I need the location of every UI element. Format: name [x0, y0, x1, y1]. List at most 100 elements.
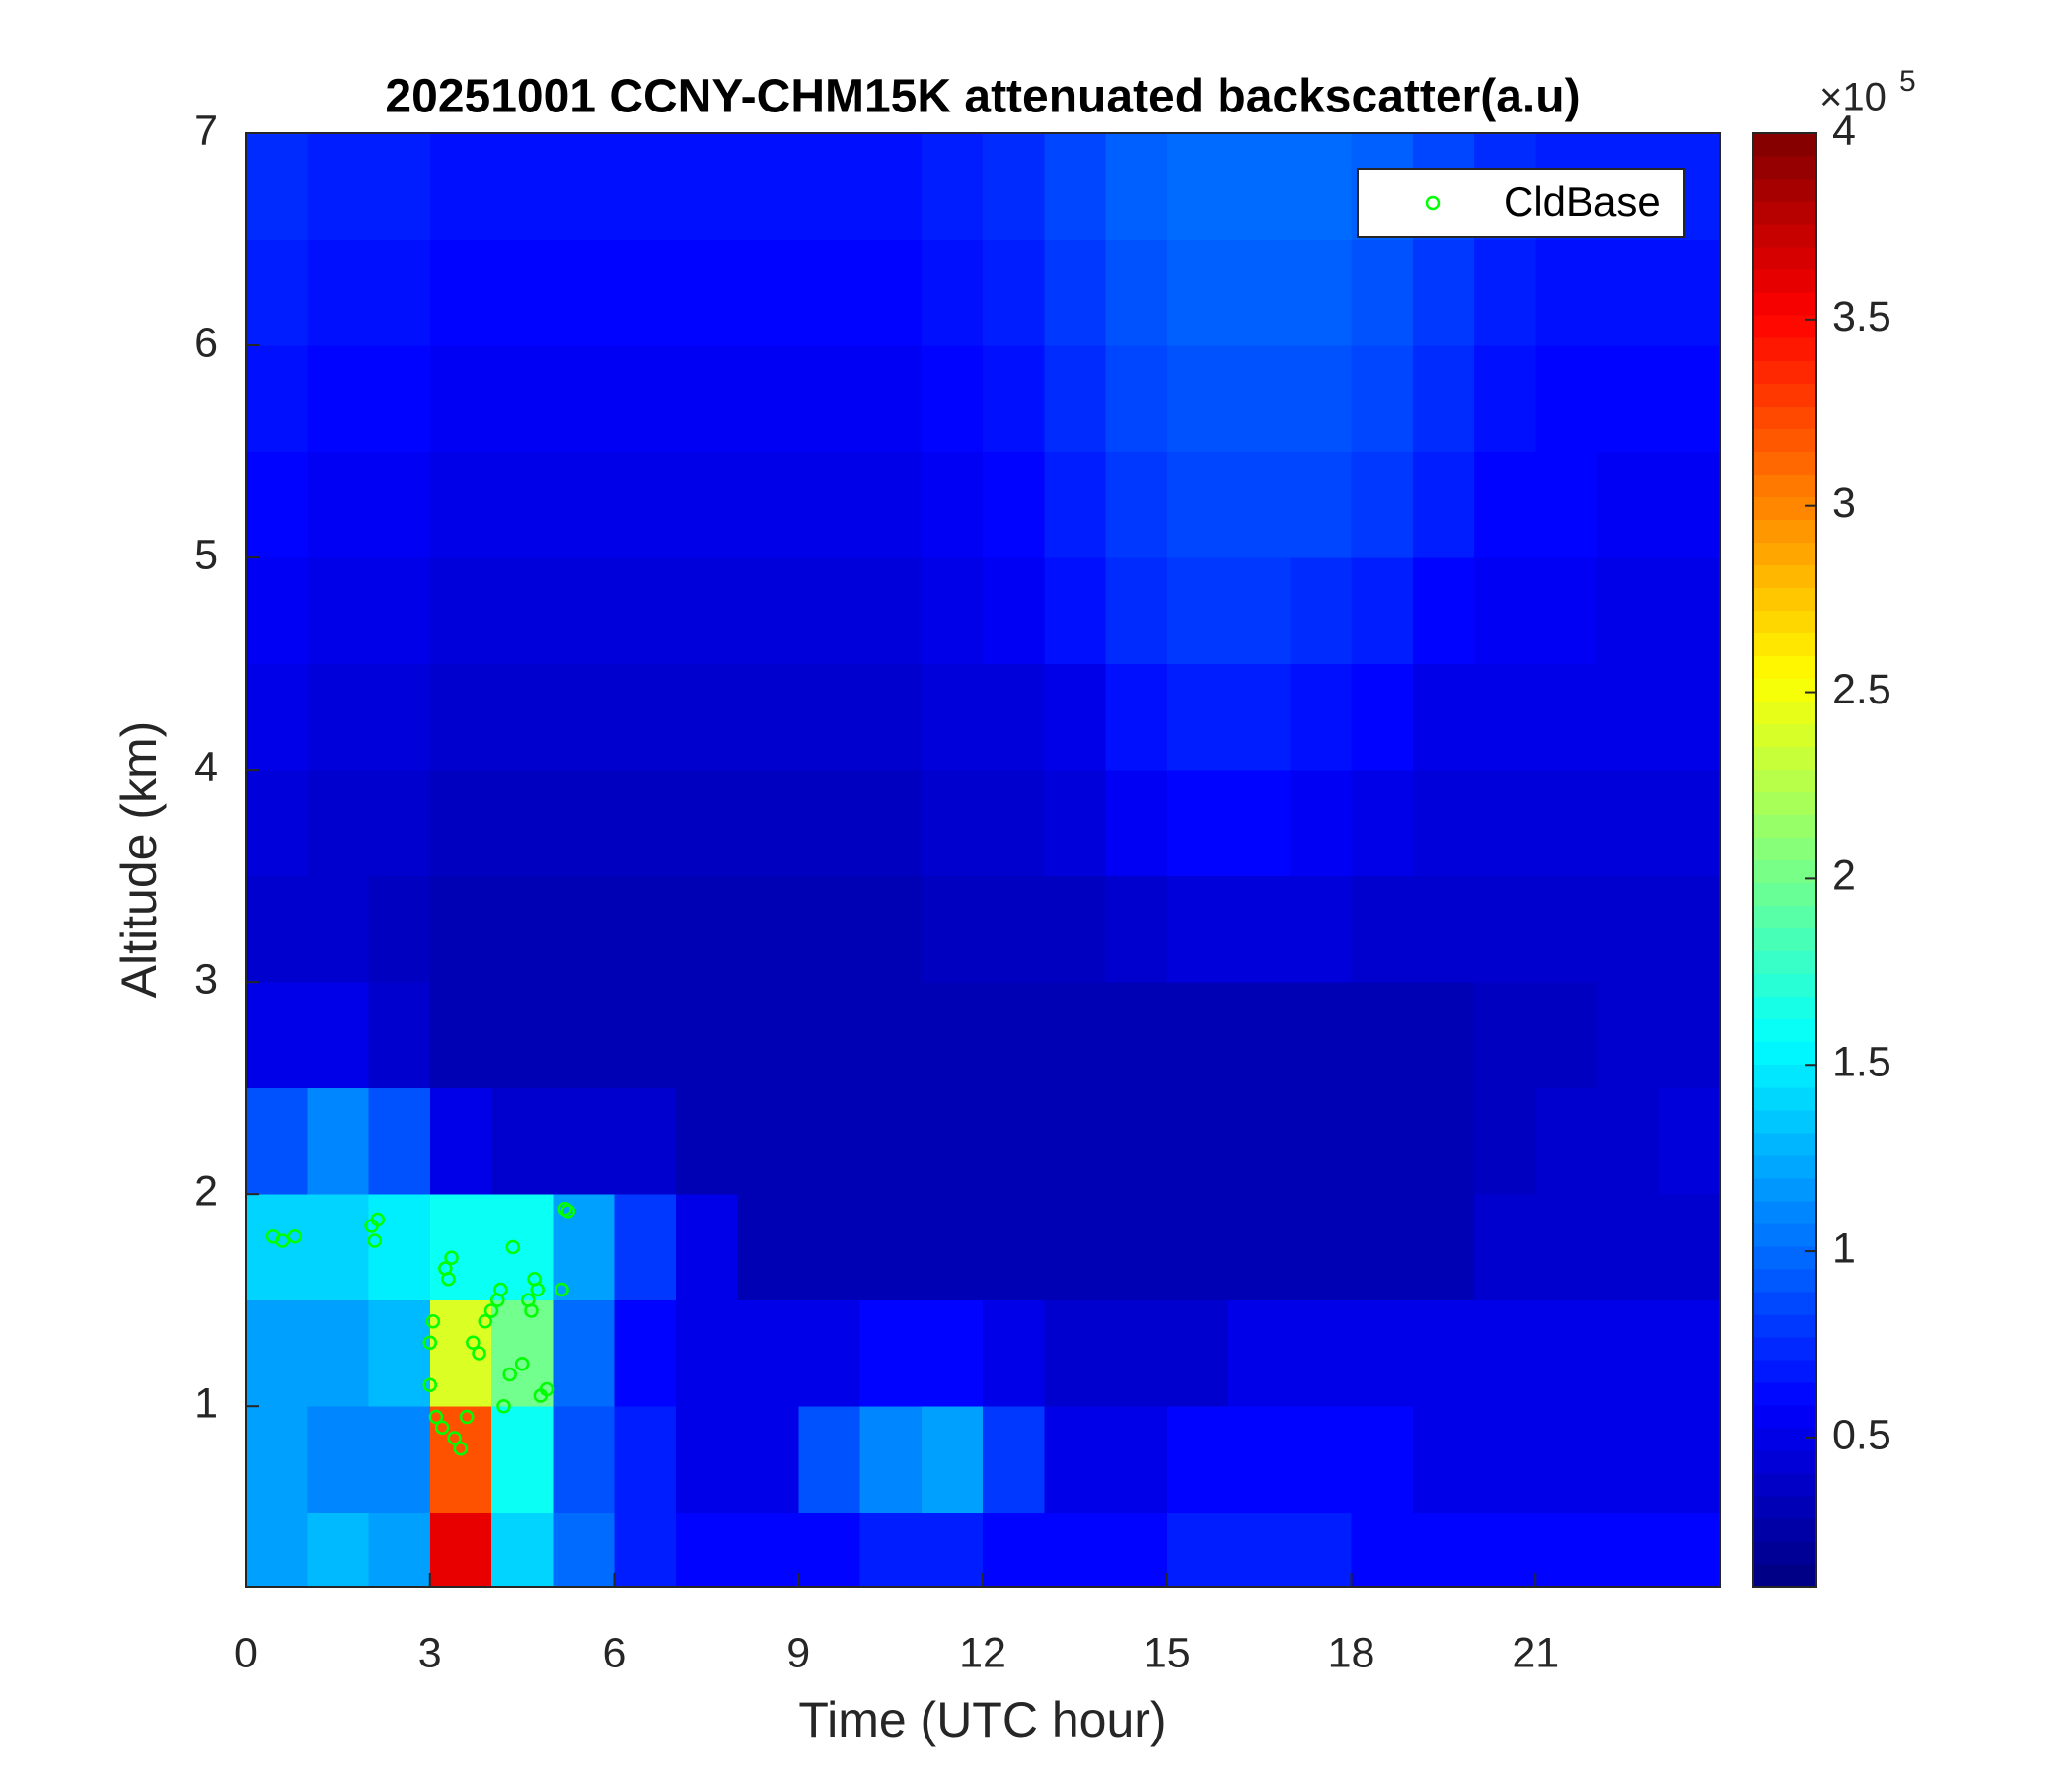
heatmap-cell — [491, 982, 554, 1089]
heatmap-cell — [1290, 1087, 1352, 1195]
heatmap-cell — [1658, 557, 1721, 665]
heatmap-cell — [737, 345, 799, 453]
heatmap-cell — [859, 875, 923, 983]
colorbar-tick-label: 3.5 — [1832, 293, 1891, 340]
x-tick-label: 12 — [959, 1629, 1006, 1676]
heatmap-cell — [1105, 345, 1168, 453]
heatmap-cell — [737, 1194, 799, 1301]
heatmap-cell — [1474, 1406, 1536, 1514]
heatmap-cell — [1596, 557, 1660, 665]
heatmap-cell — [1290, 1299, 1352, 1407]
heatmap-cell — [1166, 1194, 1229, 1301]
x-tick-label: 0 — [234, 1629, 258, 1676]
heatmap-cell — [1166, 133, 1229, 241]
heatmap-cell — [859, 345, 923, 453]
heatmap-cell — [1228, 1299, 1291, 1407]
heatmap-cell — [983, 239, 1045, 346]
heatmap-cell — [1166, 1299, 1229, 1407]
heatmap-cell — [553, 663, 615, 771]
heatmap-cell — [1044, 1406, 1106, 1514]
heatmap-cell — [368, 663, 431, 771]
cloud-base-point — [539, 1381, 555, 1397]
heatmap-cell — [429, 1406, 492, 1514]
heatmap-cell — [921, 875, 984, 983]
colorbar-swatch — [1753, 973, 1816, 998]
heatmap-cell — [921, 1194, 984, 1301]
colorbar-multiplier: ×10 — [1819, 76, 1887, 119]
heatmap-cell — [859, 663, 923, 771]
heatmap-cell — [1535, 875, 1597, 983]
heatmap-cell — [491, 1087, 554, 1195]
heatmap-cell — [983, 1194, 1045, 1301]
heatmap-cell — [491, 239, 554, 346]
heatmap-cell — [798, 239, 860, 346]
colorbar-swatch — [1753, 1200, 1816, 1224]
heatmap-cell — [1412, 982, 1475, 1089]
colorbar-swatch — [1753, 1177, 1816, 1202]
heatmap-cell — [1228, 1194, 1291, 1301]
heatmap-cell — [737, 982, 799, 1089]
heatmap-cell — [1351, 1406, 1414, 1514]
heatmap-cell — [798, 557, 860, 665]
heatmap-cell — [1105, 875, 1168, 983]
heatmap-cell — [1474, 451, 1536, 558]
heatmap-cell — [307, 770, 369, 877]
heatmap-cell — [675, 239, 738, 346]
heatmap-cell — [429, 1194, 492, 1301]
heatmap-cell — [307, 663, 369, 771]
colorbar-tick-label: 3 — [1832, 480, 1856, 527]
heatmap-cell — [368, 770, 431, 877]
heatmap-cell — [1166, 982, 1229, 1089]
heatmap-cell — [553, 1087, 615, 1195]
heatmap-cell — [368, 345, 431, 453]
heatmap-cell — [737, 663, 799, 771]
heatmap-cell — [1228, 1512, 1291, 1588]
heatmap-cell — [1658, 982, 1721, 1089]
heatmap-cell — [553, 451, 615, 558]
colorbar-swatch — [1753, 1018, 1816, 1043]
colorbar-swatch — [1753, 564, 1816, 588]
heatmap-cell — [675, 1299, 738, 1407]
heatmap-cell — [798, 345, 860, 453]
heatmap-cell — [675, 770, 738, 877]
heatmap-cell — [1105, 1087, 1168, 1195]
heatmap-cell — [1535, 557, 1597, 665]
heatmap-cell — [1474, 1087, 1536, 1195]
heatmap-cell — [1474, 345, 1536, 453]
cloud-base-point — [530, 1282, 545, 1297]
heatmap-cell — [1596, 239, 1660, 346]
heatmap-cell — [921, 345, 984, 453]
colorbar-swatch — [1753, 610, 1816, 633]
heatmap-cell — [307, 875, 369, 983]
colorbar-swatch — [1753, 337, 1816, 361]
heatmap-cell — [1166, 1512, 1229, 1588]
heatmap-cell — [246, 451, 308, 558]
heatmap-cell — [1596, 1406, 1660, 1514]
heatmap-cell — [1228, 1087, 1291, 1195]
y-axis-label: Altitude (km) — [111, 721, 167, 999]
heatmap-cell — [614, 1087, 677, 1195]
heatmap-cell — [1105, 557, 1168, 665]
heatmap-cell — [368, 451, 431, 558]
heatmap-cell — [983, 982, 1045, 1089]
heatmap-cell — [921, 770, 984, 877]
heatmap-cell — [983, 557, 1045, 665]
colorbar-swatch — [1753, 1472, 1816, 1497]
heatmap-cell — [1596, 875, 1660, 983]
colorbar-swatch — [1753, 1245, 1816, 1270]
heatmap-cell — [983, 770, 1045, 877]
colorbar-swatch — [1753, 247, 1816, 270]
cloud-base-point — [496, 1398, 511, 1414]
heatmap-cell — [1658, 1194, 1721, 1301]
heatmap-cell — [429, 345, 492, 453]
heatmap-cell — [675, 982, 738, 1089]
heatmap-cell — [1535, 982, 1597, 1089]
x-tick-label: 21 — [1512, 1629, 1559, 1676]
heatmap-cell — [859, 1512, 923, 1588]
heatmap-cell — [368, 875, 431, 983]
colorbar-swatch — [1753, 1495, 1816, 1519]
heatmap-cell — [1044, 875, 1106, 983]
heatmap-cell — [553, 1299, 615, 1407]
heatmap-cell — [429, 133, 492, 241]
heatmap-cell — [1351, 239, 1414, 346]
